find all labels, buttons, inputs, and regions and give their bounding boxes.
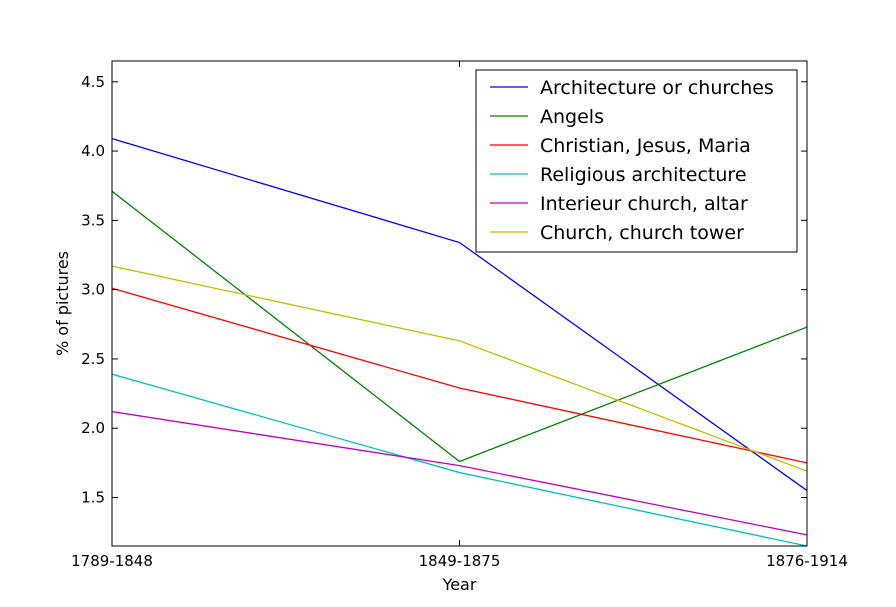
series-line-2 <box>112 190 807 463</box>
y-tick-label: 2.0 <box>81 419 105 437</box>
x-tick-label: 1876-1914 <box>766 552 848 570</box>
legend: Architecture or churches Angels Christian,… <box>475 69 798 253</box>
y-tick-label: 4.0 <box>81 142 105 160</box>
series-lines <box>112 137 807 546</box>
x-tick-label: 1789-1848 <box>71 552 153 570</box>
legend-entry: Architecture or churches <box>540 77 774 99</box>
legend-entry: Church, church tower <box>540 222 744 244</box>
series-line-1 <box>112 137 807 492</box>
legend-entry: Interieur church, altar <box>540 193 748 215</box>
y-axis-label: % of pictures <box>53 251 72 356</box>
y-tick-label: 4.5 <box>81 73 105 91</box>
series-line-5 <box>112 410 807 536</box>
x-tick-label: 1849-1875 <box>419 552 501 570</box>
y-tick-label: 1.5 <box>81 489 105 507</box>
legend-entry: Angels <box>540 106 604 128</box>
series-line-4 <box>112 373 807 546</box>
legend-box <box>475 69 798 253</box>
y-axis: 1.5 2.0 2.5 3.0 3.5 4.0 4.5 <box>81 73 807 507</box>
series-line-3 <box>112 287 807 464</box>
legend-entry: Religious architecture <box>540 164 747 186</box>
y-tick-label: 3.5 <box>81 211 105 229</box>
y-tick-label: 3.0 <box>81 281 105 299</box>
x-axis-label: Year <box>442 575 477 594</box>
x-axis: 1789-1848 1849-1875 1876-1914 <box>71 61 848 570</box>
series-line-6 <box>112 265 807 472</box>
legend-entry: Christian, Jesus, Maria <box>540 135 751 157</box>
y-tick-label: 2.5 <box>81 350 105 368</box>
